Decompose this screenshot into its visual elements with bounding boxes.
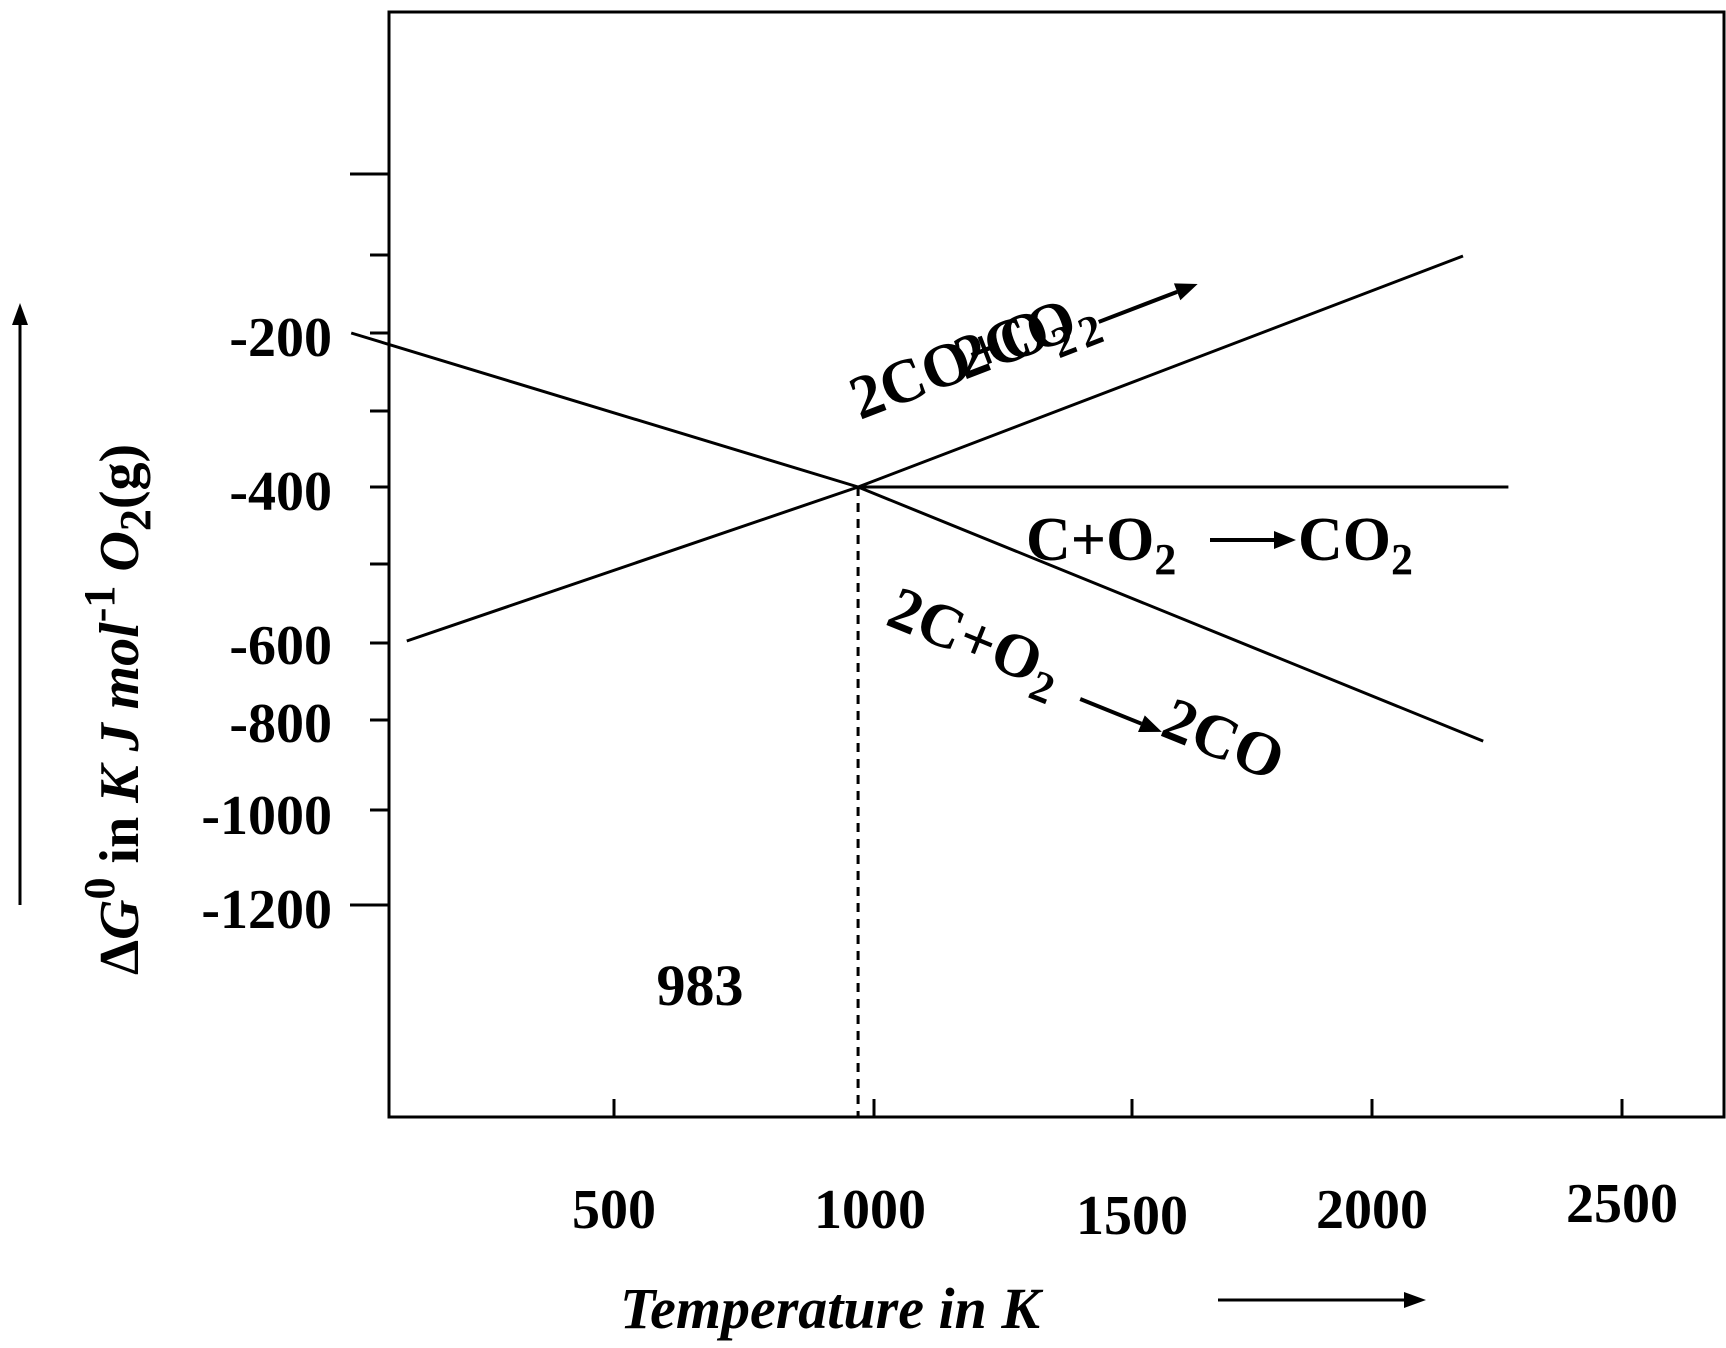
x-tick-label-500: 500 <box>572 1179 656 1241</box>
y-tick-label-neg600: -600 <box>229 615 332 677</box>
intersection-label: 983 <box>657 953 744 1018</box>
label-2co-b: 2CO <box>945 285 1085 393</box>
ylab-unit: K J mol <box>89 622 151 804</box>
y-tick-label-neg1000: -1000 <box>201 785 332 847</box>
label-c-a-sub: 2 <box>1154 535 1176 584</box>
ylab-unit-sup: -1 <box>75 586 124 623</box>
label-c-a: C+O <box>1026 506 1154 574</box>
label-2c-b: 2CO <box>1153 685 1293 794</box>
svg-text:2C+O2: 2C+O2 <box>875 574 1072 714</box>
ylab-delta: Δ <box>89 940 151 975</box>
y-axis-ticks <box>350 172 389 907</box>
series-label-2c-o2-2co: 2C+O2 2CO <box>875 574 1294 794</box>
x-tick-label-2000: 2000 <box>1316 1179 1428 1241</box>
y-tick-label-neg400: -400 <box>229 461 332 523</box>
svg-text:CO2: CO2 <box>1298 506 1413 584</box>
x-tick-label-1000: 1000 <box>814 1179 926 1241</box>
y-tick-label-neg1200: -1200 <box>201 879 332 941</box>
x-axis-ticks <box>612 1099 1624 1117</box>
label-c-b: CO <box>1298 506 1391 574</box>
y-axis-title: ΔG0 in K J mol-1 O2(g) <box>75 444 160 975</box>
x-tick-label-2500: 2500 <box>1566 1173 1678 1235</box>
ylab-g: G <box>89 899 151 939</box>
label-c-b-sub: 2 <box>1391 535 1413 584</box>
x-axis-arrow-icon <box>1218 1292 1426 1308</box>
series-label-2co-o2-2co2: 2CO+O2 2CO2 <box>841 277 1198 433</box>
y-tick-label-neg200: -200 <box>229 307 332 369</box>
ylab-o-sub: 2 <box>111 509 160 531</box>
series-label-c-o2-co2: C+O2 CO2 <box>1026 506 1413 584</box>
svg-text:2CO2: 2CO2 <box>945 277 1109 402</box>
svg-text:2CO: 2CO <box>1153 685 1293 794</box>
x-tick-label-1500: 1500 <box>1076 1185 1188 1247</box>
svg-text:C+O2: C+O2 <box>1026 506 1176 584</box>
ylab-tail: (g) <box>89 444 151 509</box>
label-2c-a: 2C+O <box>879 574 1052 697</box>
ylab-g-sup: 0 <box>75 877 124 899</box>
x-axis-title: Temperature in K <box>620 1276 1043 1341</box>
y-tick-label-neg800: -800 <box>229 693 332 755</box>
arrow-icon <box>1210 531 1296 549</box>
arrow-icon <box>1097 283 1198 324</box>
y-axis-arrow-icon <box>12 303 28 905</box>
series-line-2co-o2-2co2 <box>406 254 1464 643</box>
ylab-mid: in <box>89 803 151 878</box>
ylab-o: O <box>89 531 151 585</box>
arrow-icon <box>1079 697 1162 733</box>
